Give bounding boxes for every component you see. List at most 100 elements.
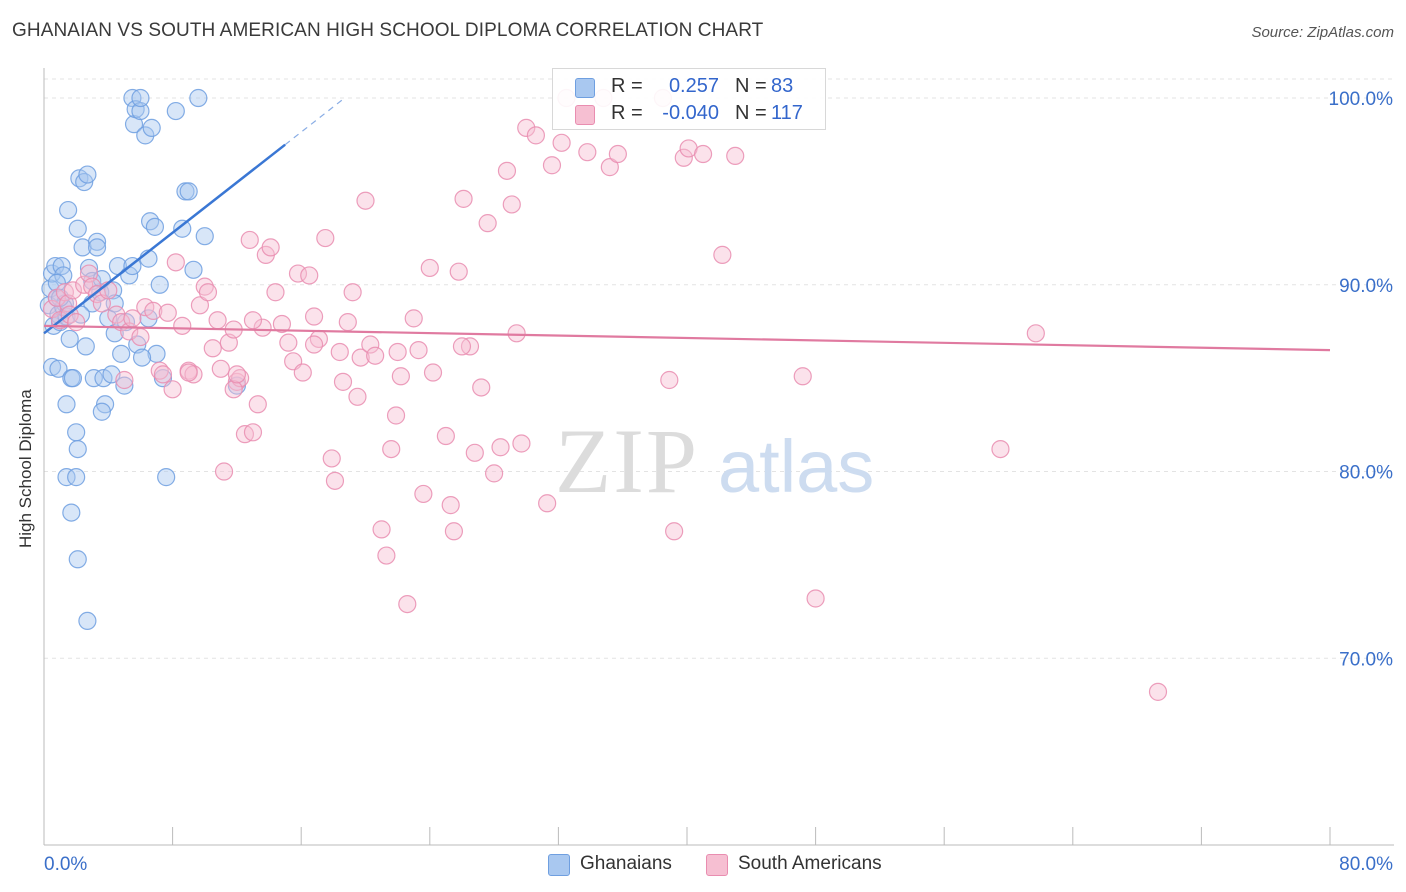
- point-south-americans: [793, 367, 812, 386]
- point-ghanaians: [131, 88, 150, 108]
- point-south-americans: [398, 594, 417, 614]
- point-south-americans: [173, 316, 192, 335]
- r-value: 0.257: [668, 75, 719, 97]
- point-south-americans: [1148, 682, 1168, 701]
- point-south-americans: [449, 262, 468, 281]
- point-south-americans: [304, 335, 324, 354]
- point-ghanaians: [115, 376, 134, 395]
- point-south-americans: [163, 380, 182, 399]
- watermark: ZIP atlas: [555, 410, 874, 512]
- point-south-americans: [578, 143, 597, 162]
- point-south-americans: [279, 333, 298, 352]
- point-south-americans: [300, 266, 319, 285]
- pink-swatch: [575, 105, 595, 125]
- point-south-americans: [224, 380, 243, 399]
- point-ghanaians: [52, 256, 71, 276]
- point-south-americans: [693, 144, 713, 164]
- point-south-americans: [538, 494, 557, 513]
- point-south-americans: [726, 146, 745, 166]
- point-south-americans: [348, 387, 367, 406]
- grid-lines: [44, 78, 1394, 659]
- point-ghanaians: [112, 344, 131, 363]
- point-south-americans: [240, 230, 259, 250]
- n-value: 83: [771, 75, 794, 97]
- point-south-americans: [330, 342, 349, 362]
- trend-line-south-americans: [43, 324, 1331, 352]
- point-south-americans: [517, 118, 536, 137]
- r-label: R =: [611, 75, 643, 97]
- point-south-americans: [526, 126, 545, 145]
- point-south-americans: [452, 337, 472, 356]
- point-south-americans: [552, 133, 571, 152]
- point-south-americans: [414, 484, 433, 504]
- point-ghanaians: [87, 232, 107, 251]
- point-ghanaians: [179, 182, 198, 201]
- trend-line-ghanaians: [43, 143, 286, 335]
- point-south-americans: [227, 365, 246, 384]
- axes: [43, 68, 1394, 846]
- point-south-americans: [203, 339, 222, 358]
- point-south-americans: [361, 335, 380, 354]
- point-south-americans: [293, 363, 312, 382]
- point-ghanaians: [142, 118, 161, 137]
- point-south-americans: [343, 283, 362, 302]
- point-ghanaians: [63, 369, 83, 388]
- point-ghanaians: [105, 324, 124, 343]
- point-south-americans: [444, 522, 464, 541]
- n-label: N =: [735, 75, 767, 97]
- point-ghanaians: [84, 369, 103, 388]
- trend-line-ghanaians-extension: [284, 97, 345, 146]
- point-south-americans: [179, 363, 198, 382]
- point-south-americans: [131, 327, 150, 347]
- point-south-americans: [67, 313, 86, 332]
- point-ghanaians: [68, 219, 87, 238]
- point-ghanaians: [67, 423, 86, 442]
- point-south-americans: [991, 439, 1010, 459]
- point-south-americans: [502, 195, 521, 214]
- point-south-americans: [144, 301, 163, 321]
- point-south-americans: [333, 372, 353, 391]
- y-axis-label: High School Diploma: [16, 389, 35, 548]
- point-south-americans: [441, 496, 460, 515]
- point-south-americans: [158, 303, 177, 322]
- watermark-zip: ZIP: [555, 410, 699, 512]
- point-ghanaians: [57, 468, 76, 487]
- point-south-americans: [351, 348, 370, 367]
- point-south-americans: [404, 309, 423, 328]
- point-south-americans: [356, 191, 375, 210]
- point-south-americans: [1026, 324, 1045, 343]
- point-ghanaians: [132, 348, 152, 367]
- point-ghanaians: [157, 468, 176, 487]
- legend-label: South Americans: [738, 853, 882, 874]
- point-ghanaians: [49, 359, 68, 378]
- point-south-americans: [243, 311, 263, 330]
- source-credit: Source: ZipAtlas.com: [1251, 24, 1394, 41]
- point-south-americans: [465, 443, 484, 462]
- point-ghanaians: [173, 219, 192, 238]
- point-south-americans: [272, 314, 292, 334]
- point-south-americans: [304, 307, 324, 326]
- point-ghanaians: [78, 611, 97, 631]
- point-south-americans: [208, 311, 227, 330]
- point-south-americans: [497, 161, 517, 180]
- point-south-americans: [420, 258, 439, 278]
- trend-lines: [43, 97, 1331, 352]
- point-ghanaians: [140, 212, 160, 231]
- point-ghanaians: [92, 402, 111, 421]
- point-south-americans: [115, 370, 134, 390]
- x-tick-label: 80.0%: [1339, 854, 1393, 875]
- point-ghanaians: [87, 238, 107, 257]
- point-south-americans: [211, 359, 230, 378]
- point-south-americans: [63, 281, 83, 300]
- point-south-americans: [382, 439, 401, 459]
- point-ghanaians: [62, 503, 81, 522]
- point-south-americans: [485, 464, 504, 483]
- stats-row-south-americans: R = -0.040 N = 117: [553, 100, 825, 128]
- point-south-americans: [436, 426, 455, 446]
- point-south-americans: [507, 324, 526, 343]
- point-south-americans: [600, 158, 619, 177]
- point-south-americans: [253, 318, 272, 337]
- point-south-americans: [261, 238, 280, 257]
- stats-row-ghanaians: R = 0.257 N = 83: [553, 73, 825, 101]
